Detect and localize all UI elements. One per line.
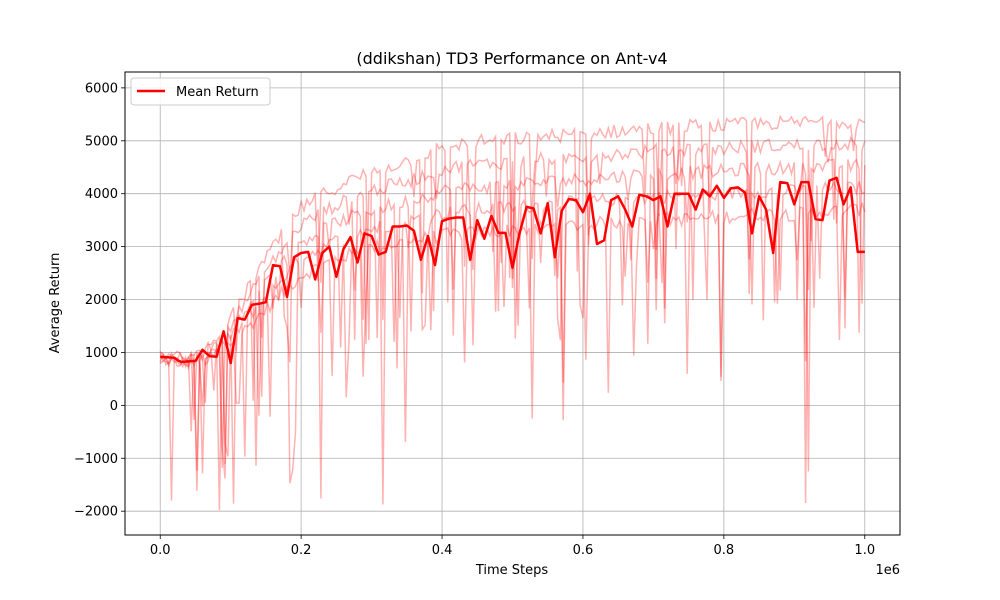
- legend-box: [130, 77, 271, 106]
- y-tick-label: 2000: [85, 293, 118, 308]
- legend-label-mean-return: Mean Return: [176, 85, 259, 100]
- plot-frame: [124, 71, 901, 536]
- seed-run-line: [160, 202, 866, 468]
- y-tick-label: −2000: [74, 505, 118, 520]
- x-tick-label: 0.8: [714, 543, 735, 558]
- y-tick-label: 0: [110, 399, 118, 414]
- x-tick-label: 1.0: [854, 543, 875, 558]
- x-tick-label: 0.0: [150, 543, 171, 558]
- y-tick-label: 1000: [85, 346, 118, 361]
- x-tick-label: 0.4: [432, 543, 453, 558]
- y-tick-label: 4000: [85, 187, 118, 202]
- chart-title: (ddikshan) TD3 Performance on Ant-v4: [356, 49, 667, 68]
- y-axis-label: Average Return: [48, 253, 63, 354]
- y-tick-label: 5000: [85, 134, 118, 149]
- grid: [125, 72, 900, 535]
- legend: Mean Return: [130, 77, 271, 106]
- x-axis-label: Time Steps: [475, 563, 549, 578]
- seed-run-line: [159, 158, 866, 504]
- mean-return-line: [160, 176, 865, 365]
- x-tick-label: 0.2: [291, 543, 312, 558]
- x-axis-offset-label: 1e6: [875, 563, 900, 578]
- y-tick-label: −1000: [74, 452, 118, 467]
- x-tick-label: 0.6: [573, 543, 594, 558]
- x-axis-ticks: 0.0 0.2 0.4 0.6 0.8 1.0: [150, 535, 875, 558]
- y-tick-label: 3000: [85, 240, 118, 255]
- mean-series: [160, 176, 865, 365]
- y-tick-label: 6000: [85, 81, 118, 96]
- seed-run-line: [159, 114, 866, 511]
- y-axis-ticks: −2000 −1000 0 1000 2000 3000 4000 5000 6000: [74, 81, 125, 520]
